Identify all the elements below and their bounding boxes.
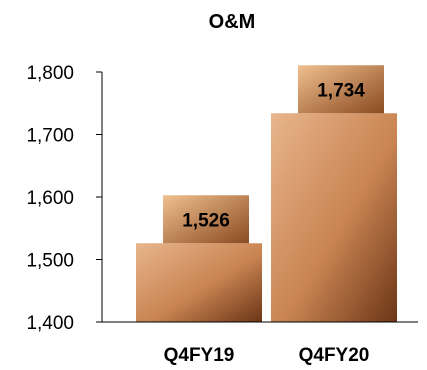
data-label: 1,734 bbox=[317, 80, 365, 101]
data-label-box bbox=[298, 65, 384, 114]
bar-q4fy19 bbox=[136, 243, 262, 322]
bars bbox=[136, 113, 397, 322]
y-tick-label: 1,500 bbox=[26, 251, 74, 272]
y-tick-label: 1,600 bbox=[26, 188, 74, 209]
data-label: 1,526 bbox=[182, 210, 230, 231]
data-labels: 1,526 1,734 bbox=[163, 65, 384, 244]
y-tick-label: 1,800 bbox=[26, 63, 74, 84]
chart-title: O&M bbox=[209, 11, 256, 33]
y-axis: 1,400 1,500 1,600 1,700 1,800 bbox=[26, 63, 103, 334]
x-tick-label: Q4FY20 bbox=[299, 345, 370, 366]
x-axis: Q4FY19 Q4FY20 bbox=[102, 321, 418, 366]
y-tick-label: 1,400 bbox=[26, 313, 74, 334]
y-tick-label: 1,700 bbox=[26, 126, 74, 147]
x-tick-label: Q4FY19 bbox=[164, 345, 235, 366]
bar-q4fy20 bbox=[271, 113, 397, 322]
data-label-box bbox=[163, 195, 249, 244]
